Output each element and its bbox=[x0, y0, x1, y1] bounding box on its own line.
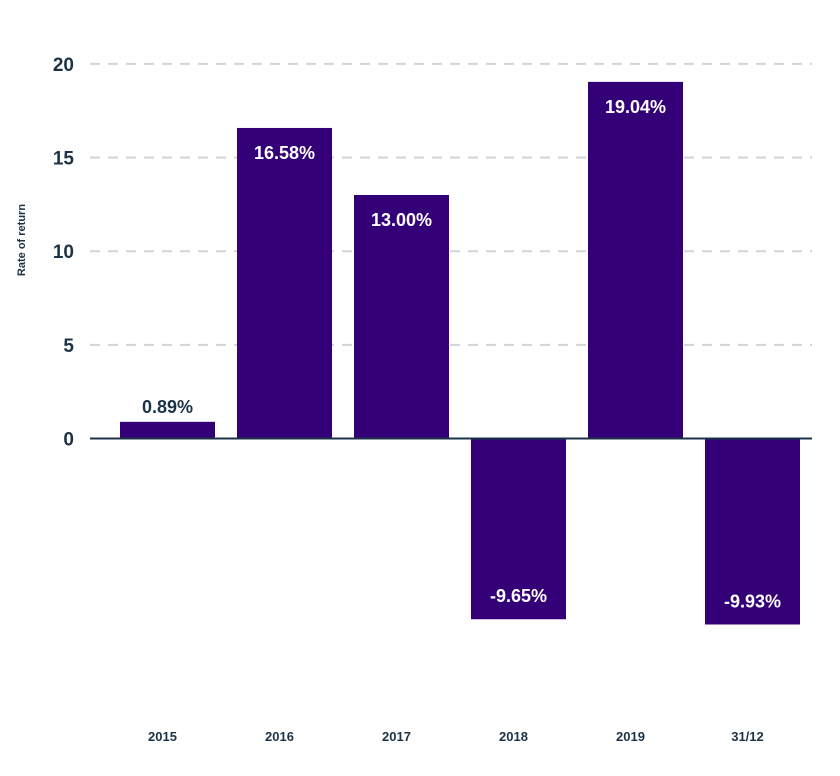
x-tick-label: 2019 bbox=[616, 729, 645, 744]
y-tick-label: 15 bbox=[53, 149, 75, 170]
x-tick-label: 31/12 bbox=[731, 729, 764, 744]
bar bbox=[237, 127, 332, 439]
y-axis-label: Rate of return bbox=[16, 204, 28, 276]
bar bbox=[588, 81, 683, 439]
bar bbox=[471, 438, 566, 620]
bar bbox=[354, 195, 449, 439]
x-tick-label: 2015 bbox=[148, 729, 177, 744]
y-tick-label: 5 bbox=[63, 336, 74, 357]
x-tick-label: 2017 bbox=[382, 729, 411, 744]
data-labels: 0.89% 16.58% 13.00% -9.65% 19.04% -9.93% bbox=[142, 97, 781, 612]
data-label: 13.00% bbox=[371, 210, 432, 230]
y-tick-label: 0 bbox=[63, 430, 74, 451]
x-tick-label: 2018 bbox=[499, 729, 528, 744]
bars bbox=[120, 81, 800, 625]
bar bbox=[120, 421, 215, 439]
y-tick-label: 10 bbox=[53, 242, 74, 263]
data-label: 0.89% bbox=[142, 397, 193, 417]
x-axis-ticks: 2015 2016 2017 2018 2019 31/12 bbox=[148, 729, 764, 744]
y-tick-label: 20 bbox=[53, 55, 74, 76]
y-axis-ticks: 0 5 10 15 20 bbox=[53, 55, 75, 451]
data-label: 16.58% bbox=[254, 143, 315, 163]
data-label: -9.93% bbox=[724, 591, 781, 611]
bar bbox=[705, 438, 800, 625]
x-tick-label: 2016 bbox=[265, 729, 294, 744]
data-label: -9.65% bbox=[490, 586, 547, 606]
data-label: 19.04% bbox=[605, 97, 666, 117]
gridlines bbox=[90, 62, 812, 346]
